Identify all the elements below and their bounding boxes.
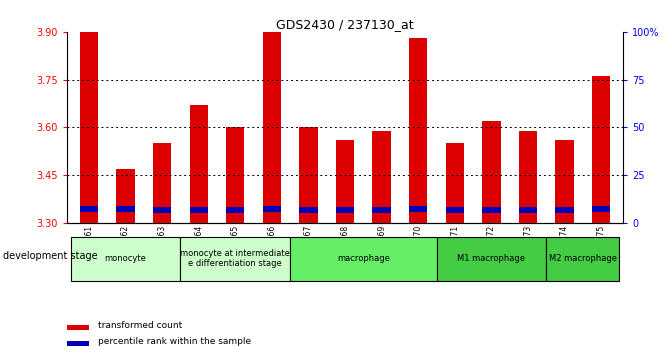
Bar bbox=[519, 131, 537, 223]
FancyBboxPatch shape bbox=[180, 237, 290, 281]
Bar bbox=[190, 105, 208, 223]
Bar bbox=[409, 206, 427, 212]
Text: monocyte at intermediate
e differentiation stage: monocyte at intermediate e differentiati… bbox=[180, 249, 290, 268]
Text: monocyte: monocyte bbox=[105, 254, 147, 263]
Text: transformed count: transformed count bbox=[98, 321, 182, 330]
Bar bbox=[190, 207, 208, 212]
Bar bbox=[80, 206, 98, 212]
Bar bbox=[592, 76, 610, 223]
Bar bbox=[153, 143, 172, 223]
Bar bbox=[336, 207, 354, 212]
Text: development stage: development stage bbox=[3, 251, 98, 261]
Title: GDS2430 / 237130_at: GDS2430 / 237130_at bbox=[276, 18, 414, 31]
Bar bbox=[373, 131, 391, 223]
Bar bbox=[67, 341, 89, 346]
Bar bbox=[153, 207, 172, 212]
FancyBboxPatch shape bbox=[546, 237, 620, 281]
Bar bbox=[117, 169, 135, 223]
Bar bbox=[263, 32, 281, 223]
Bar bbox=[446, 143, 464, 223]
Bar bbox=[299, 207, 318, 212]
FancyBboxPatch shape bbox=[70, 237, 180, 281]
Text: macrophage: macrophage bbox=[337, 254, 390, 263]
Bar bbox=[482, 207, 500, 212]
Bar bbox=[67, 325, 89, 330]
FancyBboxPatch shape bbox=[290, 237, 437, 281]
Bar bbox=[555, 207, 574, 212]
Bar bbox=[446, 207, 464, 212]
Bar bbox=[299, 127, 318, 223]
Bar bbox=[519, 207, 537, 212]
Text: M2 macrophage: M2 macrophage bbox=[549, 254, 617, 263]
Bar bbox=[226, 127, 245, 223]
Bar bbox=[336, 140, 354, 223]
Text: percentile rank within the sample: percentile rank within the sample bbox=[98, 337, 251, 346]
Bar bbox=[373, 207, 391, 212]
Bar bbox=[555, 140, 574, 223]
Bar bbox=[409, 38, 427, 223]
Bar bbox=[80, 32, 98, 223]
Bar bbox=[117, 206, 135, 212]
FancyBboxPatch shape bbox=[437, 237, 546, 281]
Bar bbox=[226, 207, 245, 212]
Bar bbox=[263, 206, 281, 212]
Text: M1 macrophage: M1 macrophage bbox=[458, 254, 525, 263]
Bar bbox=[482, 121, 500, 223]
Bar bbox=[592, 206, 610, 212]
